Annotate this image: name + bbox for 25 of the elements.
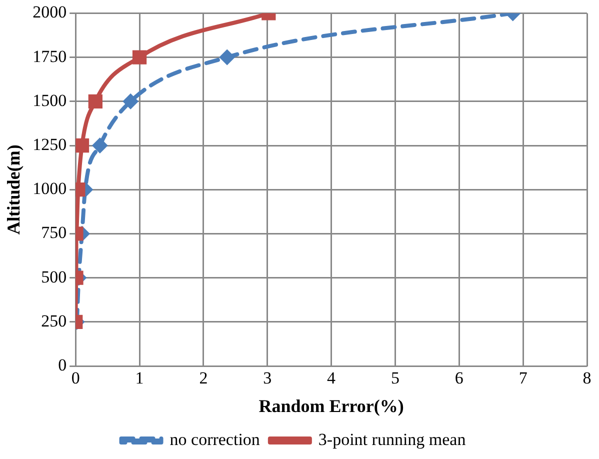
y-tick-label: 250 — [41, 311, 67, 330]
y-tick-label: 1750 — [32, 46, 67, 66]
x-tick-label: 3 — [263, 368, 272, 388]
x-tick-label: 5 — [390, 368, 400, 388]
x-tick-label: 4 — [327, 368, 336, 388]
y-tick-label: 750 — [41, 223, 67, 242]
point — [92, 138, 108, 154]
y-tick-label: 1250 — [32, 134, 67, 154]
x-axis-title: Random Error(%) — [258, 396, 404, 416]
y-tick-label: 0 — [58, 355, 67, 374]
legend-label: no correction — [170, 430, 260, 449]
x-tick-label: 2 — [199, 368, 208, 388]
y-tick-label: 1000 — [32, 179, 67, 198]
x-tick-label: 6 — [454, 368, 464, 388]
legend-label: 3-point running mean — [318, 430, 466, 449]
y-tick-label: 2000 — [32, 2, 67, 22]
y-axis-title: Altitude(m) — [3, 144, 24, 235]
point — [219, 49, 236, 66]
y-tick-label: 1500 — [32, 90, 67, 110]
x-tick-label: 7 — [518, 368, 528, 388]
x-tick-label: 8 — [582, 368, 592, 388]
point — [122, 93, 139, 110]
y-tick-label: 500 — [41, 267, 67, 286]
x-tick-label: 0 — [71, 368, 80, 388]
x-tick-label: 1 — [135, 368, 144, 388]
